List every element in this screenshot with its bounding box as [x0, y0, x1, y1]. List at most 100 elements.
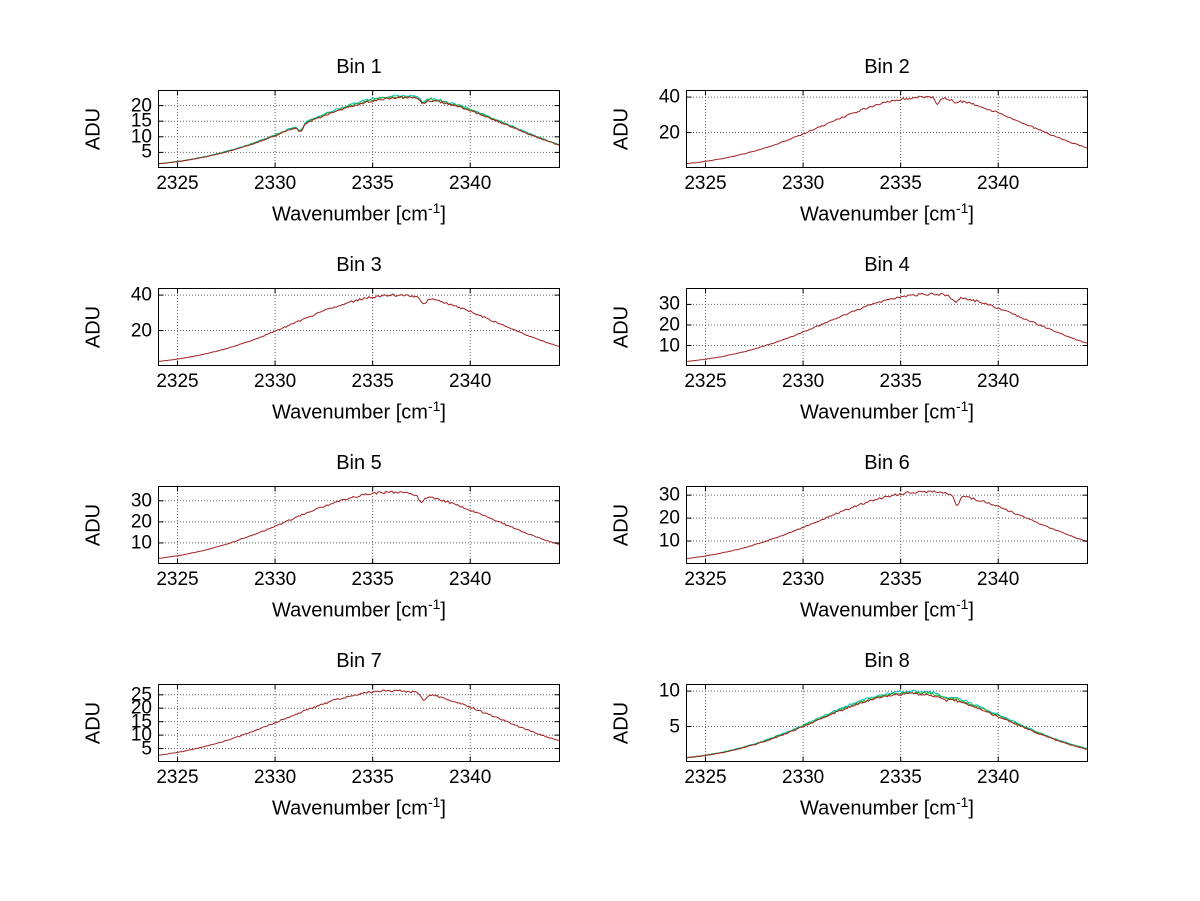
x-axis-label-superscript: -1 [955, 596, 969, 612]
y-tick-label: 20 [658, 507, 680, 529]
trace-green [685, 691, 1088, 759]
x-tick-label: 2340 [449, 569, 492, 590]
x-axis-label-superscript: -1 [427, 794, 441, 810]
trace-red [685, 292, 1088, 362]
x-tick-label: 2330 [781, 767, 825, 788]
x-axis-label-text: Wavenumber [cm [800, 203, 956, 226]
x-axis-label-close: ] [968, 203, 974, 226]
y-tick-label: 20 [130, 697, 152, 719]
subplot-bin-8: Bin 8 ADU Wavenumber [cm-1] 5 10 2325 2330 2… [600, 640, 1200, 838]
x-axis-label: Wavenumber [cm-1] [158, 794, 560, 821]
y-tick-label: 15 [130, 711, 152, 733]
x-axis-label-superscript: -1 [955, 794, 969, 810]
trace-red [157, 490, 560, 559]
x-axis-label-text: Wavenumber [cm [800, 599, 956, 622]
x-axis-label: Wavenumber [cm-1] [158, 200, 560, 227]
trace-red [157, 293, 560, 362]
x-axis-label: Wavenumber [cm-1] [686, 200, 1088, 227]
x-axis-label-close: ] [440, 599, 446, 622]
subplot-bin-5: Bin 5 ADU Wavenumber [cm-1] 10 20 30 2325 23… [0, 442, 600, 640]
plot-canvas [157, 486, 560, 564]
x-axis-label: Wavenumber [cm-1] [686, 596, 1088, 623]
trace-cyan [685, 689, 1088, 759]
y-tick-label: 15 [130, 110, 152, 132]
subplot-title: Bin 1 [336, 56, 382, 78]
x-tick-label: 2325 [684, 569, 727, 590]
subplot-bin-1: Bin 1 ADU Wavenumber [cm-1] 5 10 15 20 2325 2… [0, 46, 600, 244]
plot-wrap: Bin 7 ADU Wavenumber [cm-1] 5 10 15 20 25 232… [83, 650, 560, 820]
y-tick-label: 20 [130, 320, 152, 341]
x-tick-label: 2335 [879, 569, 922, 590]
x-tick-label: 2325 [684, 371, 727, 392]
x-axis-label: Wavenumber [cm-1] [158, 596, 560, 623]
x-axis-label-text: Wavenumber [cm [800, 401, 956, 424]
y-tick-label: 5 [141, 141, 152, 163]
x-axis-label-text: Wavenumber [cm [272, 599, 428, 622]
x-axis-label-superscript: -1 [427, 596, 441, 612]
y-tick-label: 30 [658, 293, 680, 315]
plot-canvas [685, 684, 1088, 762]
y-tick-label: 10 [658, 335, 680, 356]
y-tick-label: 25 [130, 684, 152, 706]
subplot-title: Bin 4 [864, 254, 910, 276]
x-tick-label: 2340 [449, 371, 492, 392]
x-axis-label-close: ] [968, 401, 974, 424]
x-axis-label-superscript: -1 [955, 398, 969, 414]
x-tick-label: 2330 [253, 767, 297, 788]
plot-canvas [685, 288, 1088, 366]
y-tick-label: 30 [658, 484, 680, 506]
axes-box [158, 486, 560, 564]
axes-box [158, 684, 560, 762]
plot-canvas [157, 684, 560, 762]
plot-wrap: Bin 6 ADU Wavenumber [cm-1] 10 20 30 2325 23… [611, 452, 1088, 622]
x-axis-label-text: Wavenumber [cm [800, 797, 956, 820]
subplot-title: Bin 5 [336, 452, 382, 474]
x-axis-label-close: ] [968, 599, 974, 622]
y-tick-label: 20 [130, 95, 152, 117]
x-axis-label-close: ] [440, 401, 446, 424]
y-tick-label: 5 [669, 716, 680, 737]
x-tick-label: 2340 [977, 767, 1020, 788]
subplot-bin-4: Bin 4 ADU Wavenumber [cm-1] 10 20 30 2325 23… [600, 244, 1200, 442]
x-tick-label: 2340 [977, 371, 1020, 392]
subplot-title: Bin 2 [864, 56, 910, 78]
y-tick-label: 30 [130, 490, 152, 512]
x-axis-label-close: ] [968, 797, 974, 820]
subplot-title: Bin 8 [864, 650, 910, 672]
x-tick-label: 2340 [449, 173, 492, 194]
plot-wrap: Bin 4 ADU Wavenumber [cm-1] 10 20 30 2325 23… [611, 254, 1088, 424]
x-tick-label: 2335 [351, 173, 394, 194]
x-axis-label: Wavenumber [cm-1] [158, 398, 560, 425]
y-tick-label: 10 [130, 532, 152, 554]
trace-red [157, 689, 560, 756]
x-tick-label: 2325 [156, 767, 199, 788]
trace-red [686, 490, 1088, 559]
subplot-title: Bin 6 [864, 452, 910, 474]
axes-box [158, 288, 560, 366]
axes-box [686, 486, 1088, 564]
x-axis-label-close: ] [440, 797, 446, 820]
trace-red [685, 95, 1088, 165]
x-axis-label-superscript: -1 [955, 200, 969, 216]
y-tick-label: 40 [658, 86, 680, 108]
x-tick-label: 2330 [253, 173, 297, 194]
y-tick-label: 20 [130, 511, 152, 533]
plot-canvas [685, 90, 1088, 168]
axes-box [686, 288, 1088, 366]
x-tick-label: 2335 [879, 371, 922, 392]
y-tick-label: 5 [141, 738, 152, 760]
trace-red [685, 692, 1088, 759]
trace-red [157, 96, 560, 165]
x-axis-label-text: Wavenumber [cm [272, 401, 428, 424]
x-axis-label-text: Wavenumber [cm [272, 203, 428, 226]
x-tick-label: 2330 [253, 569, 297, 590]
axes-box [686, 90, 1088, 168]
y-tick-label: 10 [658, 530, 680, 552]
x-tick-label: 2325 [156, 569, 199, 590]
subplot-bin-2: Bin 2 ADU Wavenumber [cm-1] 20 40 2325 2330… [600, 46, 1200, 244]
figure-grid: Bin 1 ADU Wavenumber [cm-1] 5 10 15 20 2325 2… [0, 46, 1200, 838]
y-tick-label: 10 [658, 680, 680, 702]
plot-canvas [686, 486, 1088, 564]
axes-box [686, 684, 1088, 762]
